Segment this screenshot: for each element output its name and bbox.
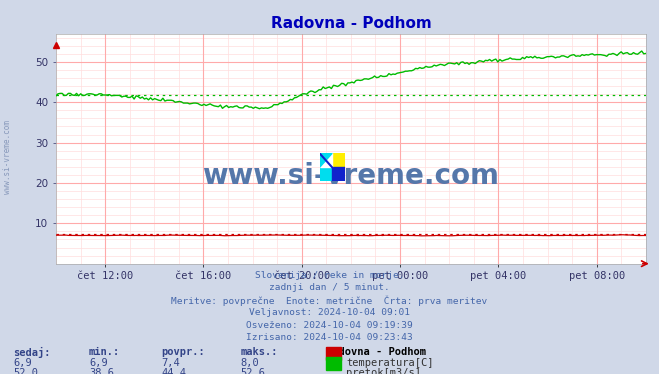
Text: Osveženo: 2024-10-04 09:19:39: Osveženo: 2024-10-04 09:19:39 (246, 321, 413, 329)
Text: min.:: min.: (89, 347, 120, 357)
Text: 44,4: 44,4 (161, 368, 186, 374)
Text: 7,4: 7,4 (161, 358, 180, 368)
Text: pretok[m3/s]: pretok[m3/s] (346, 368, 421, 374)
Text: 52,0: 52,0 (13, 368, 38, 374)
Bar (332, 168, 345, 181)
Bar (320, 168, 332, 181)
Text: Radovna - Podhom: Radovna - Podhom (326, 347, 426, 357)
Text: 52,6: 52,6 (241, 368, 266, 374)
Bar (332, 153, 345, 168)
Text: Slovenija / reke in morje.: Slovenija / reke in morje. (255, 271, 404, 280)
Text: sedaj:: sedaj: (13, 347, 51, 358)
Text: www.si-vreme.com: www.si-vreme.com (3, 120, 13, 194)
Bar (320, 153, 332, 168)
Text: 38,6: 38,6 (89, 368, 114, 374)
Text: maks.:: maks.: (241, 347, 278, 357)
Text: 6,9: 6,9 (13, 358, 32, 368)
Title: Radovna - Podhom: Radovna - Podhom (271, 16, 431, 31)
Text: povpr.:: povpr.: (161, 347, 205, 357)
Text: zadnji dan / 5 minut.: zadnji dan / 5 minut. (269, 283, 390, 292)
Polygon shape (320, 153, 332, 168)
Text: www.si-vreme.com: www.si-vreme.com (202, 162, 500, 190)
Text: Veljavnost: 2024-10-04 09:01: Veljavnost: 2024-10-04 09:01 (249, 308, 410, 317)
Text: temperatura[C]: temperatura[C] (346, 358, 434, 368)
Text: 8,0: 8,0 (241, 358, 259, 368)
Text: Meritve: povprečne  Enote: metrične  Črta: prva meritev: Meritve: povprečne Enote: metrične Črta:… (171, 296, 488, 306)
Polygon shape (332, 168, 345, 181)
Text: 6,9: 6,9 (89, 358, 107, 368)
Text: Izrisano: 2024-10-04 09:23:43: Izrisano: 2024-10-04 09:23:43 (246, 333, 413, 342)
